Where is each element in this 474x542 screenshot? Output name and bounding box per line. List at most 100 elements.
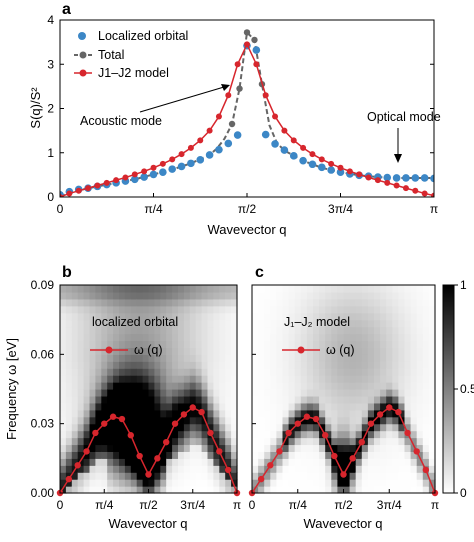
panel-c-cell bbox=[264, 451, 271, 459]
panel-c-cell bbox=[337, 402, 345, 411]
panel-b-cell bbox=[160, 305, 167, 314]
panel-c-cell bbox=[276, 486, 284, 494]
panel-b-cell bbox=[77, 326, 85, 335]
panel-c-cell bbox=[331, 291, 338, 300]
panel-c-cell bbox=[374, 458, 381, 466]
panel-b-cell bbox=[178, 437, 185, 446]
panel-b-cell bbox=[160, 340, 167, 348]
series-localized-point bbox=[168, 165, 176, 173]
panel-b-cell bbox=[113, 437, 120, 446]
panel-b-cell bbox=[148, 333, 155, 342]
panel-c-cell bbox=[380, 368, 387, 376]
panel-b-cell bbox=[231, 465, 238, 473]
panel-c-cell bbox=[313, 347, 320, 355]
panel-c-cell bbox=[300, 409, 308, 418]
panel-c-cell bbox=[386, 389, 393, 397]
panel-b-cell bbox=[172, 402, 179, 411]
panel-c-cell bbox=[331, 298, 338, 307]
panel-c-cell bbox=[374, 465, 381, 473]
panel-b-cell bbox=[219, 326, 226, 335]
panel-c-cell bbox=[361, 354, 369, 362]
panel-c-cell bbox=[428, 333, 436, 342]
series-model-point bbox=[225, 92, 232, 99]
panel-b-cell bbox=[183, 285, 191, 293]
panel-c-cell bbox=[349, 333, 357, 342]
panel-c-cell bbox=[428, 312, 436, 321]
panel-c-cell bbox=[264, 312, 271, 321]
panel-b-cell bbox=[77, 423, 85, 432]
panel-b-cell bbox=[101, 285, 108, 293]
panel-c-cell bbox=[428, 416, 436, 425]
panel-b-cell bbox=[225, 444, 232, 452]
panel-b-cell bbox=[60, 347, 67, 355]
panel-c-cell bbox=[404, 382, 412, 390]
panel-b-cell bbox=[231, 458, 238, 466]
panel-c-cell bbox=[367, 312, 375, 321]
panel-b-cell bbox=[225, 298, 232, 307]
panel-c-cell bbox=[380, 458, 387, 466]
panel-b-xtick-label: π/4 bbox=[95, 498, 114, 512]
panel-c-cell bbox=[398, 375, 406, 383]
panel-c-cell bbox=[392, 465, 399, 473]
panel-b-cell bbox=[201, 298, 209, 307]
panel-c-cell bbox=[410, 340, 418, 348]
panel-b-cell bbox=[160, 486, 167, 494]
panel-b-cell bbox=[89, 312, 96, 321]
panel-c-cell bbox=[288, 479, 296, 487]
panel-c-cell bbox=[343, 458, 351, 466]
panel-b-cell bbox=[154, 472, 161, 480]
panel-c-cell bbox=[258, 458, 265, 466]
panel-b-cell bbox=[213, 451, 220, 459]
series-model-point bbox=[113, 177, 120, 184]
panel-c-cell bbox=[319, 347, 326, 355]
annotation-acoustic-arrowhead bbox=[221, 84, 230, 91]
panel-c-cell bbox=[270, 326, 277, 335]
panel-b-cell bbox=[154, 285, 161, 293]
panel-b-cell bbox=[172, 382, 179, 390]
panel-a-xtick-label: 0 bbox=[57, 202, 64, 216]
panel-b-cell bbox=[154, 354, 161, 362]
panel-b-cell bbox=[101, 361, 108, 369]
panel-b-cell bbox=[83, 319, 91, 328]
panel-c-cell bbox=[252, 354, 259, 362]
panel-c-cell bbox=[355, 291, 363, 300]
panel-c-cell bbox=[252, 402, 259, 411]
series-model-point bbox=[290, 137, 297, 144]
panel-b-cell bbox=[77, 402, 85, 411]
panel-c-cell bbox=[325, 326, 332, 335]
panel-a-ytick-label: 0 bbox=[47, 190, 54, 204]
panel-c-cell bbox=[258, 319, 265, 328]
panel-c-cell bbox=[306, 333, 314, 342]
panel-b-cell bbox=[225, 395, 232, 404]
panel-b-cell bbox=[207, 423, 214, 432]
panel-b-cell bbox=[130, 312, 138, 321]
panel-c-cell bbox=[416, 409, 424, 418]
panel-b-cell bbox=[231, 430, 238, 439]
series-model-point bbox=[337, 164, 344, 171]
panel-c-cell bbox=[276, 451, 284, 459]
panel-c-cell bbox=[355, 486, 363, 494]
panel-c-cell bbox=[428, 354, 436, 362]
panel-c-cell bbox=[392, 361, 399, 369]
panel-b-cell bbox=[231, 375, 238, 383]
panel-b-cell bbox=[89, 409, 96, 418]
panel-b-cell bbox=[195, 395, 203, 404]
series-localized-point bbox=[420, 174, 429, 182]
panel-b-cell bbox=[83, 458, 91, 466]
panel-b-cell bbox=[172, 298, 179, 307]
panel-c-cell bbox=[325, 444, 332, 452]
panel-b-cell bbox=[107, 291, 114, 300]
panel-b-cell bbox=[172, 486, 179, 494]
panel-b-cell bbox=[89, 298, 96, 307]
panel-b-cell bbox=[124, 368, 132, 376]
panel-b-cell bbox=[231, 333, 238, 342]
panel-c-cell bbox=[355, 305, 363, 314]
panel-b-cell bbox=[142, 333, 150, 342]
panel-b-cell bbox=[225, 347, 232, 355]
panel-b-cell bbox=[166, 347, 173, 355]
panel-b-cell bbox=[183, 416, 191, 425]
panel-b-cell bbox=[83, 285, 91, 293]
panel-b-cell bbox=[172, 368, 179, 376]
panel-b-cell bbox=[207, 409, 214, 418]
panel-b-cell bbox=[95, 305, 102, 314]
